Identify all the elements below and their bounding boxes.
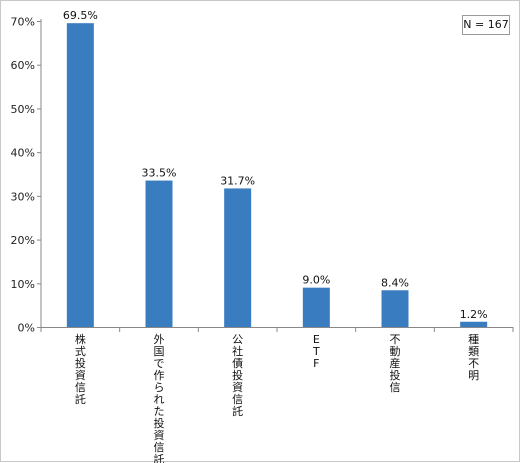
data-label: 8.4% [381,276,409,289]
bar [460,321,488,327]
bar [302,287,330,327]
bar [145,180,173,327]
sample-size-note: N = 167 [462,15,510,35]
category-label: 公社債投資信託 [232,333,243,418]
data-label: 69.5% [63,9,98,22]
category-label: 株式投資信託 [75,332,86,406]
data-label: 1.2% [460,308,488,321]
y-tick-label: 30% [11,190,35,203]
data-label: 33.5% [142,167,177,180]
data-label: 31.7% [220,174,255,187]
y-tick-label: 40% [11,147,35,160]
y-tick-label: 60% [11,59,35,72]
category-label: 種類不明 [468,332,479,382]
x-axis: 株式投資信託 外国で作られた投資信託 公社債投資信託 E T F 不動産投信 種類不明 [40,327,514,463]
data-label: 9.0% [302,274,330,287]
y-tick-label: 20% [11,234,35,247]
y-tick-label: 10% [11,278,35,291]
y-tick-label: 0% [18,322,35,335]
category-label: 外国で作られた投資信託 [154,333,165,463]
y-tick-label: 70% [11,16,35,29]
bar [381,290,409,327]
y-tick-label: 50% [11,103,35,116]
category-label: 不動産投信 [390,333,401,394]
bars: 69.5% 33.5% 31.7% 9.0% 8.4% 1.2% [63,9,488,327]
y-axis: 0% 10% 20% 30% 40% 50% 60% 70% [11,16,42,335]
bar [66,23,94,327]
bar [224,188,252,327]
